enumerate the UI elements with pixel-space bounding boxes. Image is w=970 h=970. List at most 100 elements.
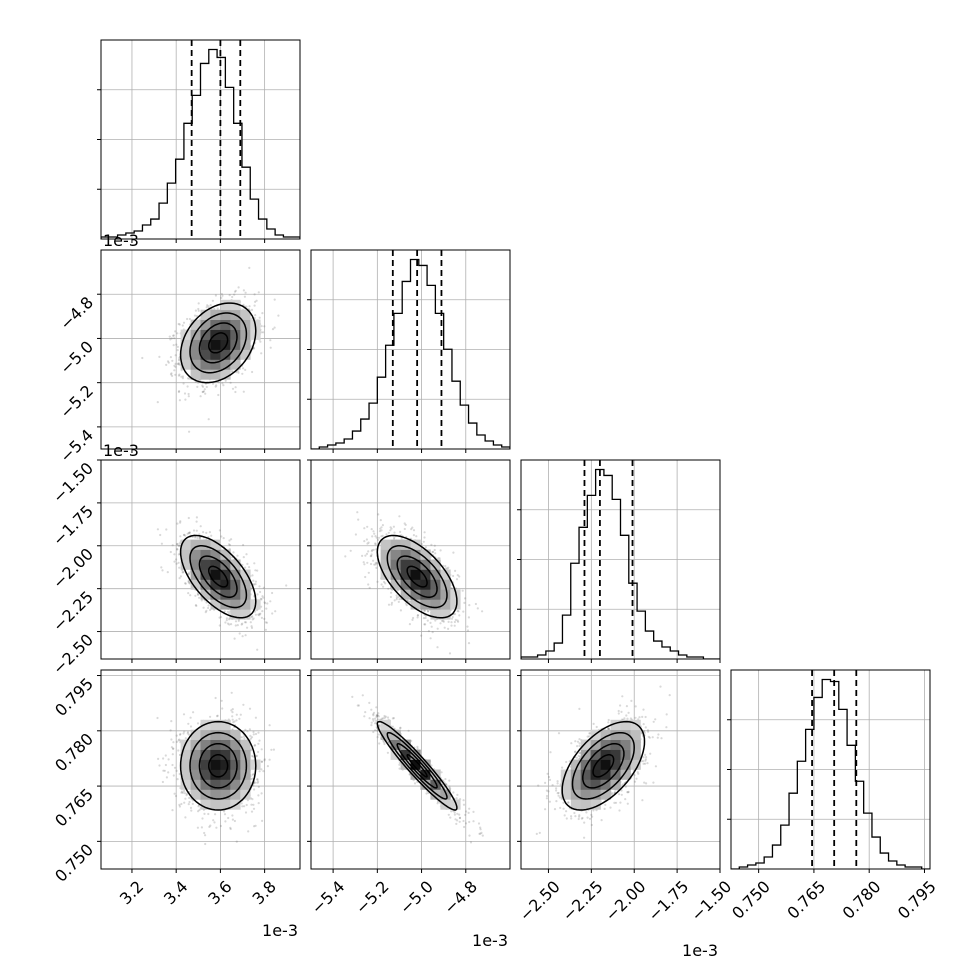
scatter-point <box>258 585 261 588</box>
scatter-point <box>209 824 212 827</box>
scatter-point <box>228 623 231 626</box>
scatter-point <box>429 637 432 640</box>
scatter-point <box>175 343 178 346</box>
density-cell <box>200 549 211 560</box>
scatter-point <box>231 387 235 390</box>
scatter-point <box>257 742 260 745</box>
density-cell <box>430 559 441 570</box>
panel-content <box>101 460 300 659</box>
density-cell <box>190 539 201 550</box>
scatter-point <box>269 339 272 342</box>
density-cell <box>380 549 391 560</box>
scatter-point <box>254 583 257 586</box>
scatter-point <box>259 612 262 615</box>
scatter-point <box>371 535 374 538</box>
scatter-point <box>362 561 365 564</box>
scatter-point <box>256 569 259 572</box>
scatter-point <box>215 826 218 829</box>
scatter-point <box>450 617 454 620</box>
scatter-point <box>172 334 175 337</box>
scatter-point <box>187 580 190 583</box>
scatter-point <box>241 635 244 638</box>
density-cell <box>240 569 251 580</box>
scatter-point <box>162 757 165 760</box>
scatter-point <box>251 615 254 618</box>
scatter-point <box>369 555 372 558</box>
scatter-point <box>481 610 484 613</box>
density-cell <box>230 609 241 620</box>
scatter-point <box>197 302 200 305</box>
density-cells <box>380 539 461 620</box>
scatter-point <box>181 571 184 574</box>
scatter-point <box>225 617 228 620</box>
density-cell <box>410 589 421 600</box>
density-cell <box>220 359 231 370</box>
scatter-point <box>393 537 396 540</box>
scatter-point <box>261 595 264 598</box>
scatter-point <box>439 622 442 625</box>
scatter-point <box>233 637 236 640</box>
scatter-point <box>434 552 437 555</box>
density-cell <box>210 339 221 350</box>
scatter-point <box>170 372 173 375</box>
density-cell <box>200 539 211 550</box>
scatter-point <box>198 596 201 599</box>
scatter-point <box>226 610 229 613</box>
scatter-point <box>257 750 260 754</box>
density-cell <box>380 569 391 580</box>
scatter-point <box>205 306 208 309</box>
scatter-point <box>384 582 387 585</box>
scatter-point <box>230 709 233 712</box>
scatter-point <box>410 528 413 531</box>
scatter-point <box>228 612 231 615</box>
scatter-point <box>462 610 465 613</box>
scatter-point <box>182 571 185 574</box>
histogram-step <box>731 678 930 869</box>
scatter-point <box>242 543 245 547</box>
scatter-point <box>203 812 206 816</box>
scatter-point <box>265 621 269 624</box>
scatter-point <box>237 371 240 374</box>
scatter-point <box>174 354 177 357</box>
scatter-point <box>447 620 450 624</box>
scatter-point <box>187 579 190 583</box>
contour-line <box>179 534 257 619</box>
scatter-point <box>431 631 434 634</box>
scatter-point <box>197 593 200 597</box>
density-cell <box>210 539 221 550</box>
scatter-point <box>181 324 184 327</box>
scatter-point <box>214 294 217 297</box>
scatter-point <box>397 600 400 604</box>
scatter-point <box>420 542 423 546</box>
scatter-point <box>195 516 198 519</box>
scatter-point <box>178 399 181 402</box>
scatter-point <box>234 289 237 292</box>
scatter-point <box>229 381 232 384</box>
density-cell <box>210 569 221 580</box>
scatter-point <box>243 621 247 624</box>
scatter-point <box>404 523 407 527</box>
scatter-point <box>381 524 384 527</box>
scatter-point <box>387 587 390 590</box>
scatter-point <box>424 609 427 612</box>
scatter-point <box>188 573 191 576</box>
scatter-point <box>228 618 231 621</box>
density-cell <box>220 299 231 311</box>
scatter-point <box>258 612 261 616</box>
density-cell <box>210 549 221 560</box>
scatter-point <box>166 571 169 574</box>
scatter-point <box>234 390 237 394</box>
scatter-point <box>436 627 439 630</box>
scatter-point <box>178 772 181 776</box>
panel-frame <box>310 249 511 450</box>
scatter-point <box>188 796 191 800</box>
scatter-point <box>178 733 182 736</box>
scatter-point <box>374 561 377 564</box>
scatter-point <box>424 546 427 549</box>
scatter-point <box>399 530 402 534</box>
scatter-point <box>180 791 183 794</box>
scatter-point <box>242 390 245 393</box>
scatter-point <box>257 731 260 734</box>
scatter-point <box>442 620 445 623</box>
